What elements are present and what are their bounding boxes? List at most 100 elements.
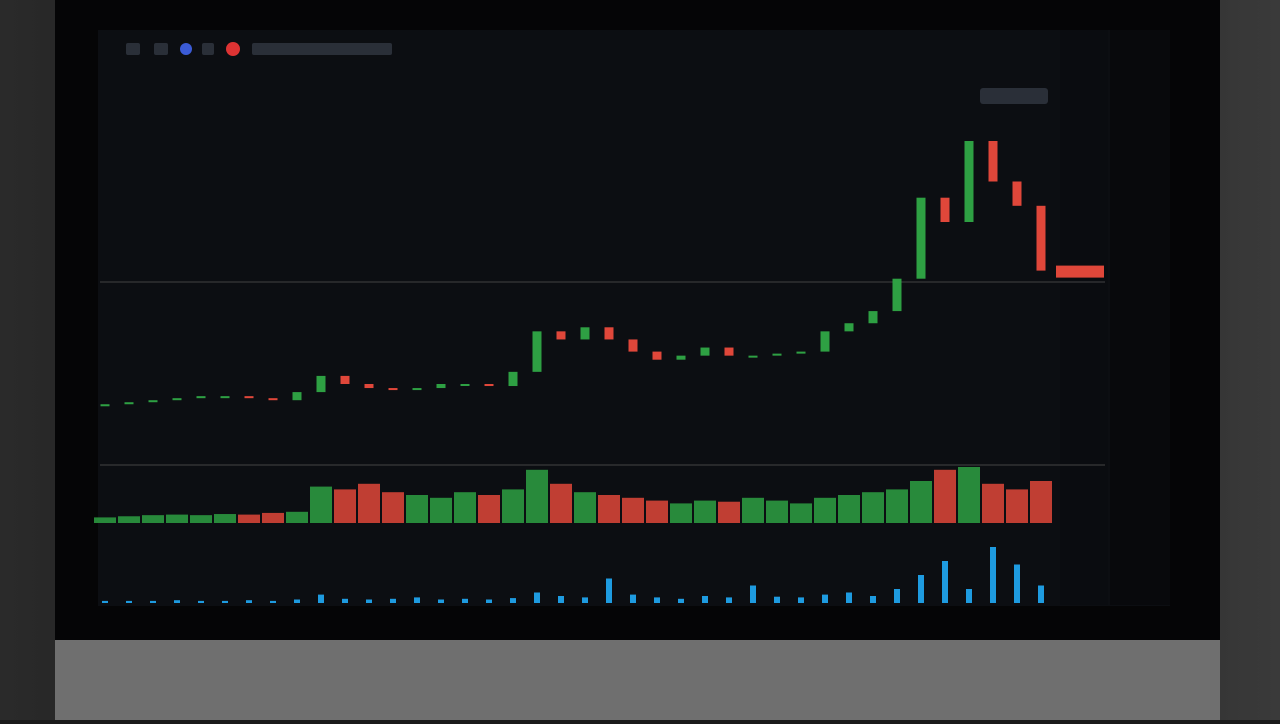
indicator-bar [702, 596, 708, 603]
volume-bar [430, 497, 452, 523]
candle [268, 398, 278, 401]
candle [844, 323, 854, 332]
indicator-bar [558, 596, 564, 603]
candle [292, 392, 302, 401]
candle [940, 197, 950, 222]
candle [388, 388, 398, 391]
tool-button[interactable] [226, 42, 240, 56]
indicator-bar [1014, 564, 1020, 603]
volume-bar [574, 492, 596, 523]
indicator-bar [318, 594, 324, 603]
indicator-bar [630, 594, 636, 603]
indicator-bar [486, 599, 492, 603]
candle [436, 384, 446, 389]
candle [340, 375, 350, 384]
candle [316, 375, 326, 393]
volume-bar [142, 515, 164, 523]
volume-bar [790, 503, 812, 523]
candle [748, 355, 758, 358]
monitor-base [55, 640, 1220, 720]
indicator-bar [102, 600, 108, 603]
volume-bar [262, 512, 284, 523]
plot [94, 141, 1104, 603]
volume-bar [478, 495, 500, 523]
candle [676, 355, 686, 360]
indicator-bar [462, 598, 468, 603]
tool-button[interactable] [154, 43, 168, 55]
candle [196, 396, 206, 399]
indicator-bar [942, 561, 948, 603]
indicator-bar [270, 600, 276, 603]
indicator-bar [174, 600, 180, 603]
indicator-bar [198, 600, 204, 603]
volume-bar [526, 469, 548, 523]
volume-bar [550, 483, 572, 523]
candle [652, 351, 662, 360]
indicator-bar [798, 597, 804, 603]
candle [796, 351, 806, 354]
indicator-bar [870, 596, 876, 603]
indicator-button[interactable] [980, 88, 1048, 104]
indicator-bar [606, 578, 612, 603]
tool-strip[interactable] [252, 43, 392, 55]
volume-bar [1006, 489, 1028, 523]
volume-bar [502, 489, 524, 523]
volume-bar [814, 497, 836, 523]
volume-bar [742, 497, 764, 523]
candle [532, 331, 542, 372]
volume-bar [118, 516, 140, 523]
tool-button[interactable] [202, 43, 214, 55]
volume-bar [622, 497, 644, 523]
candle [820, 331, 830, 352]
indicator-bar [294, 599, 300, 603]
candle [964, 141, 974, 222]
candle [508, 371, 518, 387]
indicator-bar [822, 594, 828, 603]
volume-bar [166, 514, 188, 523]
candle [580, 327, 590, 340]
candle [1036, 205, 1046, 271]
indicator-bar [966, 589, 972, 603]
tool-button[interactable] [180, 43, 192, 55]
volume-bar [1030, 481, 1052, 523]
candle [172, 398, 182, 401]
indicator-bar [246, 600, 252, 603]
indicator-bar [342, 598, 348, 603]
volume-bar [310, 486, 332, 523]
indicator-bar [726, 597, 732, 603]
indicator-bar [510, 598, 516, 603]
indicator-bar [750, 585, 756, 603]
indicator-bar [894, 589, 900, 603]
volume-bar [886, 489, 908, 523]
volume-bar [94, 517, 116, 523]
volume-bar [214, 514, 236, 523]
candle [604, 327, 614, 340]
volume-bar [406, 495, 428, 523]
volume-bar [454, 492, 476, 523]
candle [484, 384, 494, 387]
candle [1012, 181, 1022, 206]
candle [772, 353, 782, 356]
volume-bar [190, 515, 212, 523]
indicator-bar [678, 598, 684, 603]
candle [460, 384, 470, 386]
volume-bar [862, 492, 884, 523]
indicator-bar [774, 596, 780, 603]
tool-button[interactable] [126, 43, 140, 55]
volume-bar [382, 492, 404, 523]
candle [556, 331, 566, 340]
volume-bar [598, 495, 620, 523]
volume-bar [334, 489, 356, 523]
candle [364, 384, 374, 389]
indicator-bar [654, 597, 660, 603]
candle [724, 347, 734, 356]
candle [412, 388, 422, 391]
indicator-bar [990, 547, 996, 603]
indicator-bar [366, 599, 372, 603]
candle [220, 396, 230, 399]
candle [700, 347, 710, 356]
indicator-bar [126, 600, 132, 603]
toolbar [126, 42, 1048, 104]
indicator-bar [918, 575, 924, 603]
